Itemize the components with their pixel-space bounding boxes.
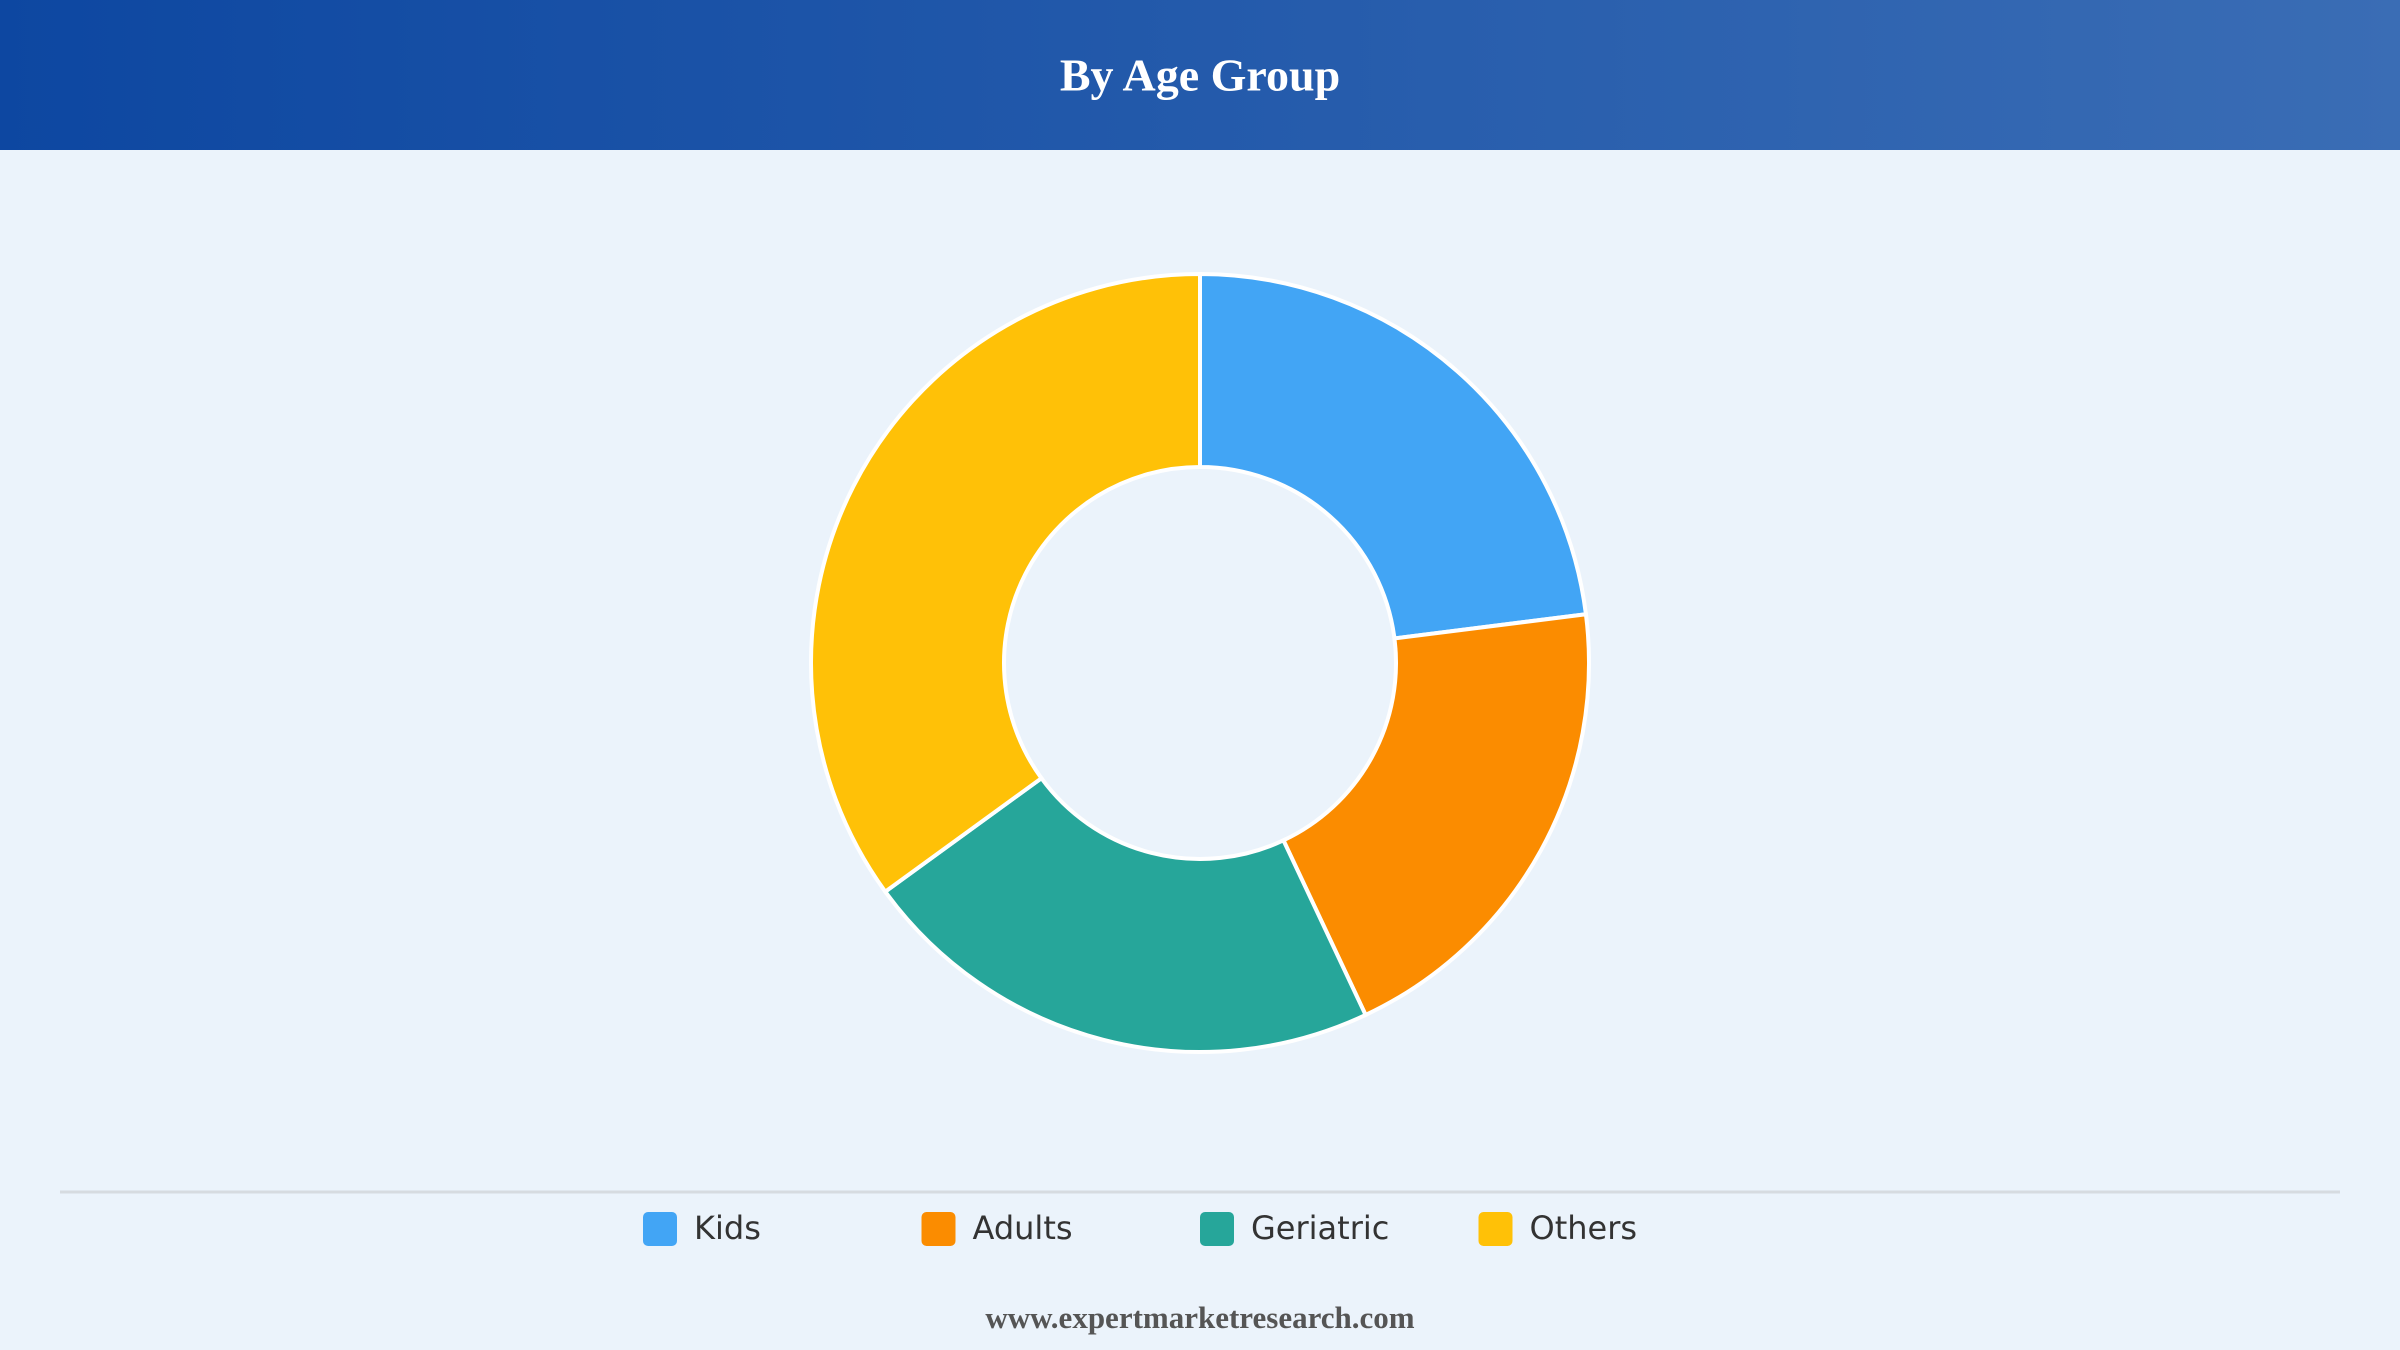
donut-slice	[882, 775, 1369, 1054]
donut-slice	[1198, 271, 1589, 641]
legend-label: Kids	[694, 1209, 761, 1247]
legend-swatch	[643, 1212, 677, 1246]
header-bar	[0, 0, 2400, 150]
legend-swatch	[1200, 1212, 1234, 1246]
donut-slice	[1280, 612, 1591, 1018]
legend-swatch	[921, 1212, 956, 1246]
legend-label: Others	[1530, 1209, 1638, 1247]
chart-title: By Age Group	[1060, 50, 1340, 101]
donut-slice	[809, 271, 1202, 895]
legend-swatch	[1478, 1212, 1513, 1246]
footer: www.expertmarketresearch.com	[985, 1300, 1414, 1335]
legend-label: Geriatric	[1251, 1209, 1389, 1247]
legend-label: Adults	[973, 1209, 1073, 1247]
